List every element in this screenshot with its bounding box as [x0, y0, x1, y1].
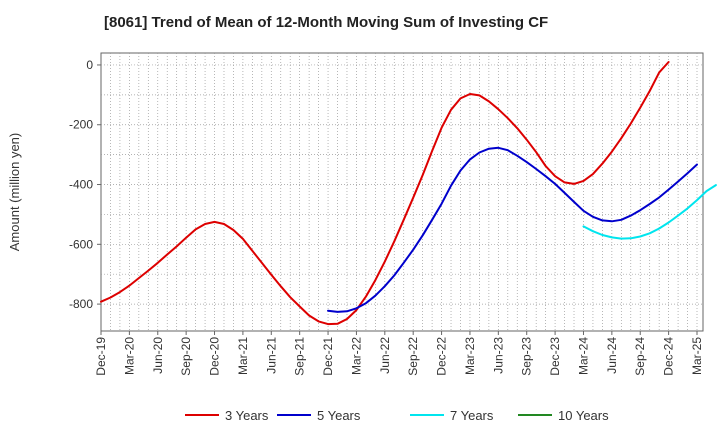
x-tick-label: Dec-19	[94, 337, 108, 376]
x-tick-label: Mar-20	[122, 337, 136, 375]
y-tick-label: 0	[86, 58, 93, 72]
legend-label-5-years: 5 Years	[317, 408, 361, 423]
x-tick-label: Sep-20	[179, 337, 193, 376]
x-tick-label: Mar-22	[349, 337, 363, 375]
x-tick-label: Mar-24	[576, 337, 590, 375]
x-tick-label: Sep-23	[520, 337, 534, 376]
y-tick-label: -600	[69, 237, 93, 251]
y-tick-label: -200	[69, 118, 93, 132]
x-tick-label: Mar-23	[463, 337, 477, 375]
series-line-5-years	[327, 146, 698, 313]
x-tick-label: Sep-24	[633, 337, 647, 376]
y-tick-label: -800	[69, 297, 93, 311]
x-tick-label: Dec-20	[208, 337, 222, 376]
legend-label-3-years: 3 Years	[225, 408, 269, 423]
x-tick-label: Dec-23	[548, 337, 562, 376]
series-line-7-years	[582, 184, 717, 240]
x-tick-label: Mar-25	[690, 337, 704, 375]
legend-label-10-years: 10 Years	[558, 408, 609, 423]
y-tick-label: -400	[69, 178, 93, 192]
x-tick-label: Mar-21	[236, 337, 250, 375]
legend-label-7-years: 7 Years	[450, 408, 494, 423]
x-tick-label: Dec-24	[662, 337, 676, 376]
x-tick-label: Jun-21	[264, 337, 278, 374]
x-tick-label: Jun-22	[378, 337, 392, 374]
x-tick-label: Sep-21	[293, 337, 307, 376]
x-tick-label: Sep-22	[406, 337, 420, 376]
x-tick-label: Jun-24	[605, 337, 619, 374]
x-tick-label: Dec-22	[435, 337, 449, 376]
series-line-3-years	[100, 61, 670, 326]
y-axis-label: Amount (million yen)	[7, 133, 22, 252]
chart-title: [8061] Trend of Mean of 12-Month Moving …	[104, 14, 549, 31]
x-tick-label: Dec-21	[321, 337, 335, 376]
x-tick-label: Jun-20	[151, 337, 165, 374]
x-tick-label: Jun-23	[491, 337, 505, 374]
